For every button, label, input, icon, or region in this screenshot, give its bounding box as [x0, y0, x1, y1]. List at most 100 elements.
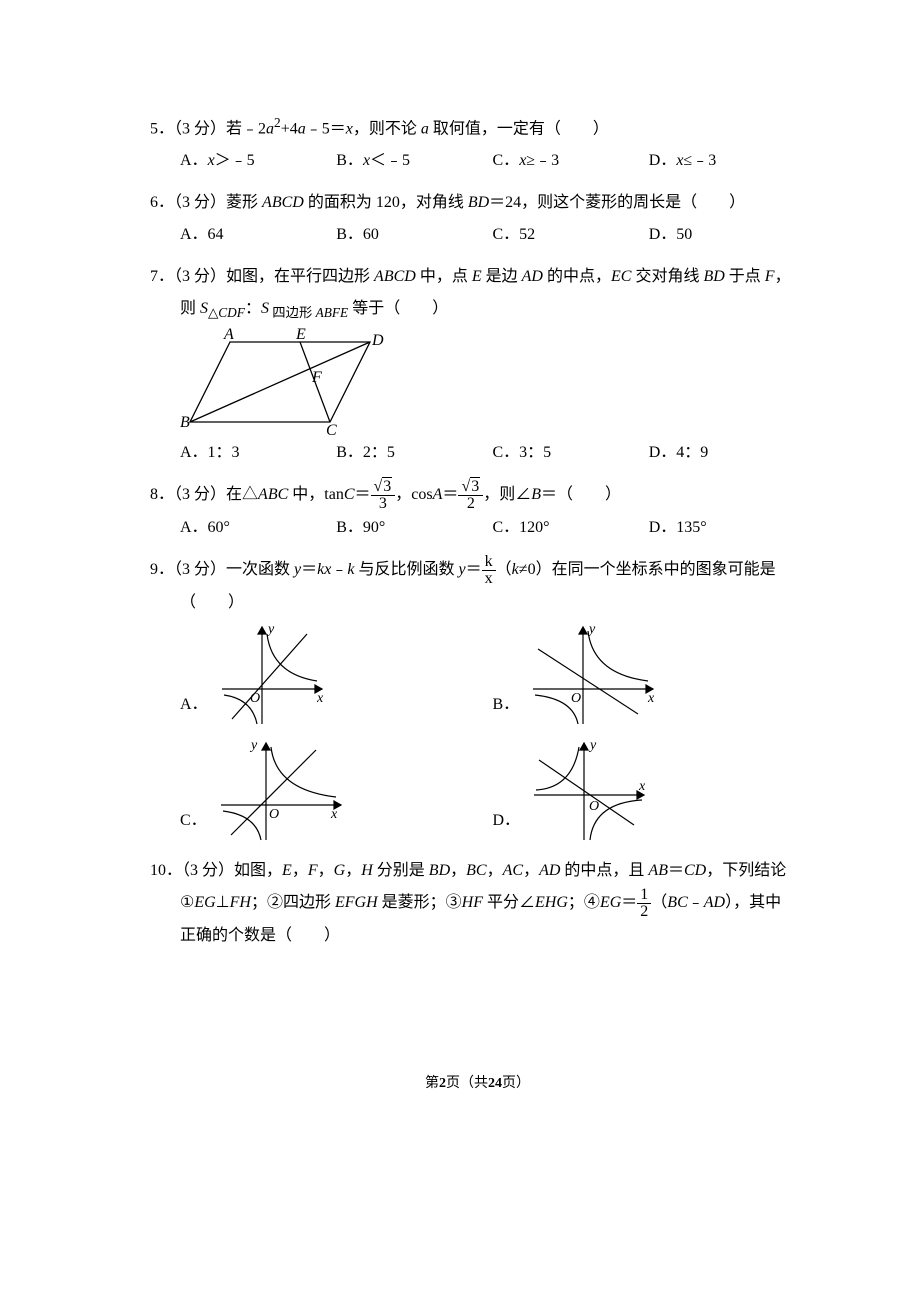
q7-t7: ， — [775, 268, 791, 285]
q5-options: A．x＞﹣5 B．x＜﹣5 C．x≥﹣3 D．x≤﹣3 — [180, 145, 805, 177]
q5-stem: 5．（3 分）若﹣2a2+4a﹣5＝x，则不论 a 取何值，一定有（ ） — [150, 110, 805, 145]
q10-c3: ， — [345, 862, 361, 879]
q5-t5: 取何值，一定有（ ） — [429, 120, 609, 137]
q9-graph-a: y x O — [212, 619, 332, 729]
q7-opt-c: C．3：5 — [493, 437, 649, 469]
q9-t4: ）在同一个坐标系中的图象可能是 — [536, 561, 776, 578]
q5-t1: 若﹣2 — [226, 120, 266, 137]
q10-circ4: ④ — [584, 894, 600, 911]
q9c-o: O — [269, 807, 279, 822]
q5-A-label: A． — [180, 152, 208, 169]
q5-opt-a: A．x＞﹣5 — [180, 145, 336, 177]
q9-graph-c: y x O — [211, 735, 351, 845]
q7-t5: 交对角线 — [631, 268, 703, 285]
q8-f1nv: 3 — [382, 477, 392, 495]
q9-y2: y — [459, 561, 466, 578]
q10-E: E — [282, 862, 292, 879]
q9-k2: k — [347, 561, 354, 578]
q7-t1: 如图，在平行四边形 — [226, 268, 374, 285]
q10-AB: AB — [648, 862, 668, 879]
q8-t1: 在△ — [226, 486, 258, 503]
q5-a3: a — [421, 120, 429, 137]
q10-s4b: （ — [651, 894, 667, 911]
q7-AD: AD — [522, 268, 543, 285]
q6-opt-a: A．64 — [180, 219, 336, 251]
footer-c: 页） — [502, 1076, 530, 1091]
q9a-y: y — [266, 622, 275, 637]
q8-A: A — [433, 486, 443, 503]
q10-fn: 1 — [637, 887, 651, 904]
q9c-y: y — [249, 738, 258, 753]
q7-stem: 7．（3 分）如图，在平行四边形 ABCD 中，点 E 是边 AD 的中点，EC… — [150, 261, 805, 293]
q10-s4eq: ＝ — [621, 894, 637, 911]
q10-t1: 如图， — [234, 862, 282, 879]
q7-S2: S — [261, 300, 269, 317]
q6-options: A．64 B．60 C．52 D．50 — [180, 219, 805, 251]
q8-opt-a: A．60° — [180, 512, 336, 544]
q7-BD: BD — [703, 268, 724, 285]
q8-opt-c: C．120° — [493, 512, 649, 544]
q10-s4c: ），其中 — [725, 894, 781, 911]
q9b-y: y — [587, 622, 596, 637]
question-6: 6．（3 分）菱形 ABCD 的面积为 120，对角线 BD＝24，则这个菱形的… — [150, 187, 805, 251]
q9d-y: y — [588, 738, 597, 753]
q7-abcd: ABCD — [374, 268, 416, 285]
q5-C-label: C． — [493, 152, 520, 169]
q5-points: （3 分） — [174, 120, 226, 137]
q6-t2: 的面积为 120，对角线 — [304, 194, 468, 211]
q10-semi1: ； — [251, 894, 267, 911]
q7-l2b: 等于（ ） — [348, 300, 448, 317]
q8-stem: 8．（3 分）在△ABC 中，tanC＝√33，cosA＝√32，则∠B＝（ ） — [150, 479, 805, 512]
q9-fn: k — [482, 554, 496, 571]
lbl-F: F — [311, 369, 322, 386]
q8-points: （3 分） — [174, 486, 226, 503]
q10-efgh: EFGH — [335, 894, 378, 911]
q10-AC: AC — [503, 862, 523, 879]
q10-eq: ＝ — [668, 862, 684, 879]
q9-row2: C． y x O D． — [180, 735, 805, 845]
q7-t4: 的中点， — [543, 268, 611, 285]
q7-t2: 中，点 — [416, 268, 472, 285]
q9d-x: x — [638, 779, 646, 794]
question-5: 5．（3 分）若﹣2a2+4a﹣5＝x，则不论 a 取何值，一定有（ ） A．x… — [150, 110, 805, 177]
q10-circ2: ② — [267, 894, 283, 911]
q5-B-rest: ＜﹣5 — [370, 152, 410, 169]
q7-line2: 则 S△CDF：S 四边形 ABFE 等于（ ） — [180, 293, 805, 327]
q9b-o: O — [571, 691, 581, 706]
q10-BD: BD — [429, 862, 450, 879]
q8-frac2: √32 — [458, 479, 483, 512]
q6-stem: 6．（3 分）菱形 ABCD 的面积为 120，对角线 BD＝24，则这个菱形的… — [150, 187, 805, 219]
question-7: 7．（3 分）如图，在平行四边形 ABCD 中，点 E 是边 AD 的中点，EC… — [150, 261, 805, 469]
q8-frac1: √33 — [371, 479, 396, 512]
q7-E: E — [472, 268, 482, 285]
q10-frac: 12 — [637, 887, 651, 920]
q8-f1n: √3 — [371, 479, 396, 496]
q9-number: 9． — [150, 561, 174, 578]
q5-t4: ，则不论 — [353, 120, 421, 137]
q5-number: 5． — [150, 120, 174, 137]
q8-options: A．60° B．90° C．120° D．135° — [180, 512, 805, 544]
q5-t2: +4 — [281, 120, 298, 137]
page-footer: 第2页（共24页） — [150, 1072, 805, 1092]
q10-BC: BC — [466, 862, 486, 879]
q5-opt-b: B．x＜﹣5 — [336, 145, 492, 177]
q10-adv: AD — [704, 894, 725, 911]
q10-line3: 正确的个数是（ ） — [180, 920, 805, 952]
q5-A-x: x — [208, 152, 215, 169]
q10-circ3: ③ — [446, 894, 462, 911]
q7-F: F — [765, 268, 775, 285]
q9-t1: 一次函数 — [226, 561, 294, 578]
q9-graph-d: y x O — [524, 735, 654, 845]
q7-figure: A E D B C F — [180, 327, 805, 437]
q8-t4: ＝（ ） — [541, 486, 621, 503]
q9-m: ﹣ — [331, 561, 347, 578]
q9-opt-a: A． y x O — [180, 619, 493, 729]
q7-opt-b: B．2：5 — [336, 437, 492, 469]
question-8: 8．（3 分）在△ABC 中，tanC＝√33，cosA＝√32，则∠B＝（ ）… — [150, 479, 805, 544]
q10-t4: ，下列结论 — [706, 862, 786, 879]
q10-bcv: BC — [667, 894, 687, 911]
q9-eq2: ＝ — [466, 561, 482, 578]
q10-perp: ⊥ — [216, 894, 230, 911]
q9-t3: （ — [496, 561, 512, 578]
q7-points: （3 分） — [174, 268, 226, 285]
